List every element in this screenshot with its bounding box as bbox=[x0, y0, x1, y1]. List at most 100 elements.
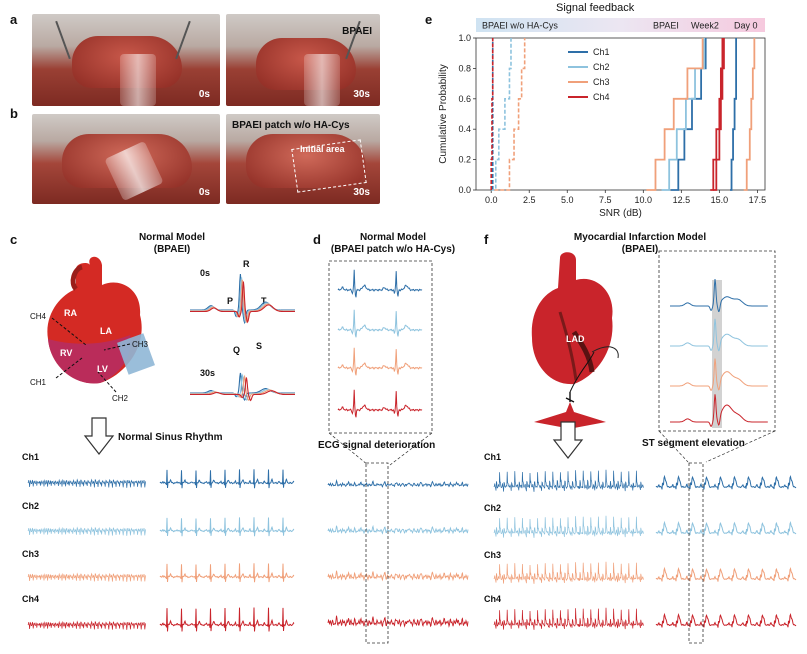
panel-label-a: a bbox=[10, 12, 18, 27]
heart-illustration bbox=[47, 256, 155, 384]
panel-f-title-line1: Myocardial Infarction Model bbox=[573, 232, 707, 243]
detail-trace-c-ch3 bbox=[159, 563, 295, 583]
detail-trace-c-ch4 bbox=[159, 607, 295, 632]
detail-trace-f-ch2 bbox=[655, 520, 797, 536]
snr-cdf-chart: BPAEI w/o HA-Cys BPAEI Week2 Day 0 0.0 2.5 5.0… bbox=[438, 18, 766, 219]
zoom-wave-d-ch2 bbox=[337, 309, 423, 338]
x-tick-label: 7.5 bbox=[599, 195, 612, 205]
chart-title: Signal feedback bbox=[556, 2, 635, 14]
wave-0s-label: 0s bbox=[200, 268, 211, 278]
panel-label-b: b bbox=[10, 106, 18, 121]
heart-label-ch3: CH3 bbox=[132, 340, 149, 349]
cdf-line-ch2-wo bbox=[491, 38, 512, 191]
cdf-line-ch1-day0 bbox=[730, 38, 737, 191]
zoom-connector-d-left bbox=[328, 432, 369, 466]
zoom-wave-0s-ch4 bbox=[190, 281, 295, 324]
zoom-connector-f-left bbox=[658, 430, 689, 463]
heart-label-lv: LV bbox=[97, 364, 108, 374]
heart-label-ra: RA bbox=[64, 308, 77, 318]
trace-d-ch2 bbox=[327, 524, 469, 535]
panel-d-title-line2: (BPAEI patch w/o HA-Cys) bbox=[330, 244, 456, 255]
panel-d-title-line1: Normal Model bbox=[359, 232, 427, 243]
y-tick-label: 0.4 bbox=[458, 124, 471, 134]
y-tick-label: 0.8 bbox=[458, 63, 471, 73]
x-tick-label: 12.5 bbox=[673, 195, 691, 205]
ecg-zoom-box-d bbox=[328, 260, 433, 466]
photo-a-30s: BPAEI 30s bbox=[226, 14, 380, 106]
x-tick-label: 2.5 bbox=[523, 195, 536, 205]
x-tick-label: 10.0 bbox=[635, 195, 653, 205]
zoom-box-frame-d bbox=[328, 260, 433, 434]
zoom-wave-f-ch1 bbox=[670, 279, 768, 313]
detail-trace-f-ch4 bbox=[655, 612, 797, 628]
heart-label-ch4: CH4 bbox=[30, 312, 47, 321]
ecg-zoom-waves bbox=[190, 273, 295, 402]
photo-b-left-time: 0s bbox=[198, 187, 210, 198]
panel-label-e: e bbox=[425, 12, 433, 27]
ecg-traces-deterioration bbox=[327, 462, 469, 644]
zoom-wave-30s-ch2 bbox=[190, 372, 295, 401]
photo-b-right-time: 30s bbox=[353, 187, 370, 198]
legend-label-ch2: Ch2 bbox=[593, 62, 610, 72]
panel-label-f: f bbox=[484, 232, 489, 247]
band-label-wo: BPAEI w/o HA-Cys bbox=[482, 21, 558, 31]
trace-d-ch3 bbox=[327, 570, 469, 582]
trace-label-ch3: Ch3 bbox=[22, 549, 40, 559]
x-tick-label: 5.0 bbox=[561, 195, 574, 205]
band-label-day0: Day 0 bbox=[734, 21, 758, 31]
dense-trace-f-ch4 bbox=[493, 607, 644, 630]
heart-label-ch1: CH1 bbox=[30, 378, 47, 387]
selection-window-f bbox=[688, 462, 704, 644]
trace-label-ch2: Ch2 bbox=[22, 501, 40, 511]
trace-d-ch1 bbox=[327, 479, 469, 488]
photo-a-left-time: 0s bbox=[198, 89, 210, 100]
trace-d-ch4 bbox=[327, 615, 469, 628]
y-tick-label: 0.0 bbox=[458, 185, 471, 195]
band-label-bpaei: BPAEI bbox=[653, 21, 679, 31]
photo-a-right-time: 30s bbox=[353, 89, 370, 100]
photo-b-right-label: BPAEI patch w/o HA-Cys bbox=[232, 120, 350, 131]
y-tick-label: 0.6 bbox=[458, 94, 471, 104]
photo-b-0s: 0s bbox=[32, 114, 220, 204]
legend-label-ch4: Ch4 bbox=[593, 92, 610, 102]
detail-trace-f-ch1 bbox=[655, 474, 797, 490]
zoom-wave-f-ch4 bbox=[670, 394, 768, 427]
wave-s-label: S bbox=[256, 341, 263, 351]
legend-label-ch1: Ch1 bbox=[593, 47, 610, 57]
cdf-line-ch3-wo bbox=[494, 38, 526, 191]
zoom-wave-d-ch3 bbox=[337, 347, 423, 376]
trace-label-ch1: Ch1 bbox=[22, 452, 40, 462]
heart-label-ch2: CH2 bbox=[112, 394, 129, 403]
detail-trace-c-ch1 bbox=[159, 469, 295, 489]
zoom-connector-d-right bbox=[389, 432, 433, 466]
panel-label-d: d bbox=[313, 232, 321, 247]
cdf-line-ch4-day0 bbox=[710, 38, 724, 191]
panel-c-title: Normal Model (BPAEI) bbox=[112, 232, 232, 256]
y-tick-label: 1.0 bbox=[458, 33, 471, 43]
ecg-traces-normal bbox=[27, 469, 295, 632]
heart-label-rv: RV bbox=[60, 348, 73, 358]
x-axis-label: SNR (dB) bbox=[599, 208, 642, 219]
photo-a-right-label: BPAEI bbox=[342, 26, 372, 37]
wave-t-label: T bbox=[261, 296, 267, 306]
ecg-deterioration-title: ECG signal deterioration bbox=[318, 440, 436, 451]
down-arrow-icon bbox=[83, 417, 115, 455]
st-elevation-title: ST segment elevation bbox=[642, 438, 745, 449]
chart-band bbox=[476, 18, 765, 32]
y-tick-label: 0.2 bbox=[458, 155, 471, 165]
heart-label-la: LA bbox=[100, 326, 112, 336]
panel-c-title-line2: (BPAEI) bbox=[153, 244, 191, 255]
panel-f-title: Myocardial Infarction Model (BPAEI) bbox=[540, 232, 740, 256]
x-tick-label: 0.0 bbox=[485, 195, 498, 205]
trace-label-f-ch3: Ch3 bbox=[484, 550, 502, 560]
y-axis-label: Cumulative Probability bbox=[438, 64, 449, 164]
dense-trace-f-ch3 bbox=[493, 561, 644, 584]
legend-label-ch3: Ch3 bbox=[593, 77, 610, 87]
zoom-box-frame-f bbox=[658, 250, 776, 432]
panel-f-title-line2: (BPAEI) bbox=[621, 244, 659, 255]
detail-trace-c-ch2 bbox=[159, 517, 295, 537]
trace-label-f-ch2: Ch2 bbox=[484, 503, 502, 513]
zoom-wave-30s-ch4 bbox=[190, 377, 295, 402]
trace-label-ch4: Ch4 bbox=[22, 594, 40, 604]
